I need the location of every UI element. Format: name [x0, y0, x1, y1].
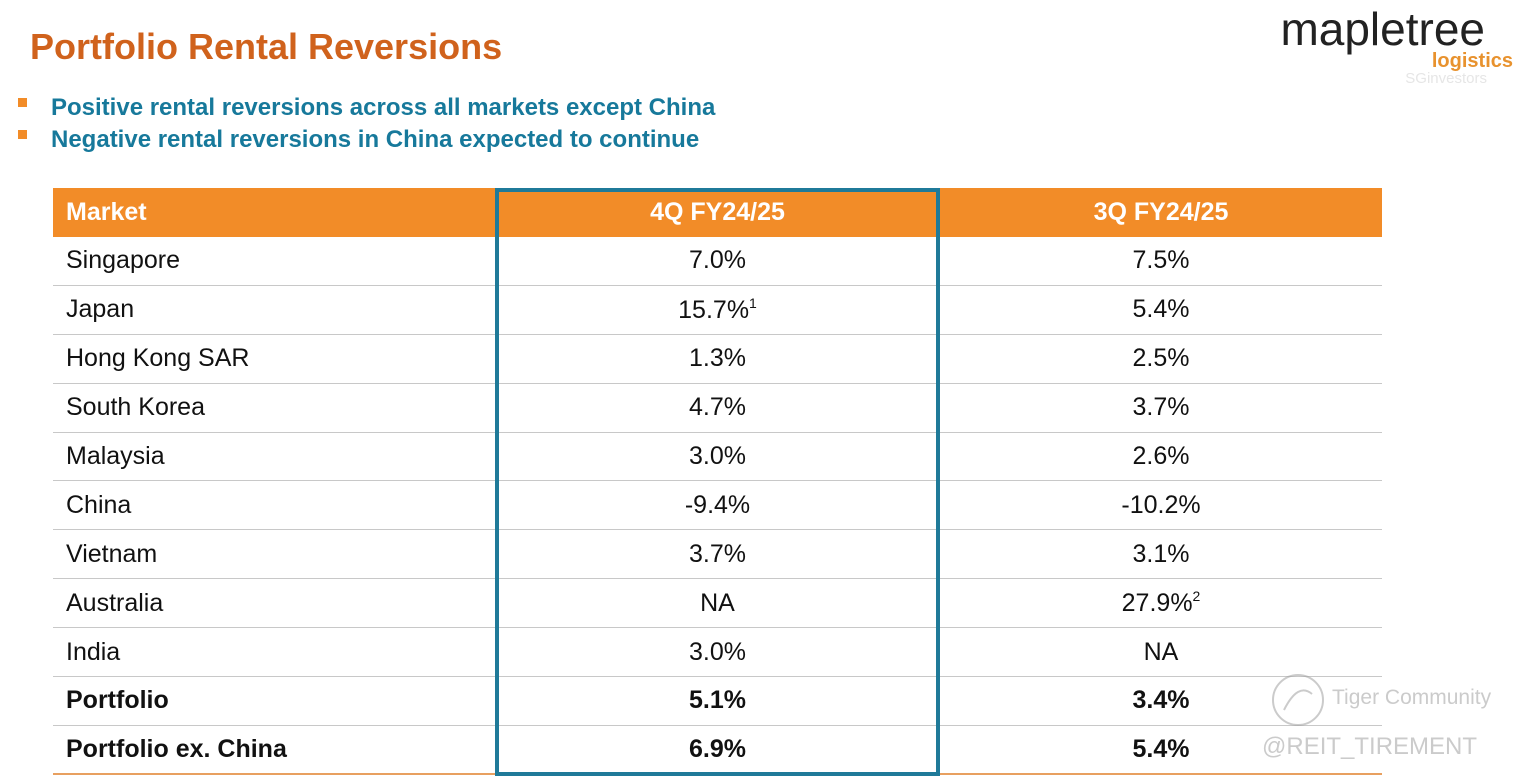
cell: -9.4%	[684, 490, 751, 519]
table-row: China -9.4% -10.2%	[53, 481, 1382, 531]
cell: NA	[700, 588, 735, 617]
watermark-icon	[1272, 674, 1324, 726]
header-cell: 4Q FY24/25	[650, 198, 785, 226]
cell: 7.5%	[1132, 246, 1190, 275]
cell: 3.4%	[1132, 686, 1190, 715]
cell: -10.2%	[1121, 490, 1201, 519]
cell: NA	[1143, 637, 1179, 666]
table-row: Malaysia 3.0% 2.6%	[53, 433, 1382, 482]
cell: 5.4%	[1132, 295, 1190, 324]
highlight-box	[495, 188, 940, 776]
watermark: Tiger Community	[1332, 686, 1492, 709]
bullet: Negative rental reversions in China expe…	[18, 126, 699, 154]
cell-text: 27.9%	[1121, 589, 1193, 618]
header-row: Market 4Q FY24/25 3Q FY24/25	[53, 188, 1382, 237]
cell: 15.7%1	[495, 295, 940, 325]
footnote-mark: 1	[749, 294, 757, 311]
cell: 3.1%	[1132, 539, 1190, 568]
footnote-mark: 2	[1192, 588, 1201, 605]
cell: 3.0%	[689, 442, 746, 470]
table-row: Singapore 7.0% 7.5%	[53, 237, 1382, 286]
bullet: Positive rental reversions across all ma…	[18, 94, 715, 122]
cell: Portfolio	[66, 686, 169, 715]
bullet-text: Negative rental reversions in China expe…	[51, 126, 700, 153]
cell: India	[66, 637, 121, 666]
cell: 7.0%	[689, 246, 746, 275]
cell: 5.1%	[689, 686, 746, 715]
cell: Hong Kong SAR	[66, 344, 250, 373]
cell: 6.9%	[689, 734, 746, 763]
cell: 2.6%	[1132, 442, 1190, 470]
cell: Malaysia	[66, 442, 165, 470]
cell: Japan	[66, 295, 135, 324]
table-row: India 3.0% NA	[53, 628, 1382, 678]
logo-sub: logistics	[1431, 50, 1513, 72]
cell: 2.5%	[1132, 344, 1190, 373]
title: Portfolio Rental Reversions	[30, 26, 503, 67]
cell: 4.7%	[689, 393, 746, 422]
table-row: Portfolio 5.1% 3.4%	[53, 677, 1382, 726]
logo-name: mapletree	[1280, 3, 1485, 55]
table-row: Hong Kong SAR 1.3% 2.5%	[53, 335, 1382, 384]
cell: 27.9%2	[940, 588, 1382, 618]
table-row: Australia NA 27.9%2	[53, 579, 1382, 629]
header-cell: Market	[66, 198, 147, 226]
cell: Singapore	[66, 246, 180, 275]
logo-tag: SGinvestors	[1405, 70, 1487, 87]
cell: Australia	[66, 588, 164, 617]
cell: 5.4%	[1132, 734, 1190, 763]
table: Market 4Q FY24/25 3Q FY24/25 Singapore 7.0% 7…	[53, 188, 1382, 775]
cell: South Korea	[66, 393, 205, 422]
bullet-text: Positive rental reversions across all ma…	[51, 94, 716, 121]
cell: Portfolio ex. China	[66, 734, 287, 763]
table-row: South Korea 4.7% 3.7%	[53, 384, 1382, 433]
cell: China	[66, 490, 132, 519]
table-row: Vietnam 3.7% 3.1%	[53, 530, 1382, 580]
cell: 1.3%	[689, 344, 746, 373]
cell: 3.7%	[689, 539, 746, 568]
cell: 3.7%	[1132, 393, 1190, 422]
cell-text: 15.7%	[678, 295, 750, 324]
table-row: Japan 15.7%1 5.4%	[53, 286, 1382, 335]
cell: Vietnam	[66, 539, 158, 568]
watermark: @REIT_TIREMENT	[1262, 733, 1478, 760]
cell: 3.0%	[689, 637, 746, 666]
header-cell: 3Q FY24/25	[1093, 198, 1229, 226]
